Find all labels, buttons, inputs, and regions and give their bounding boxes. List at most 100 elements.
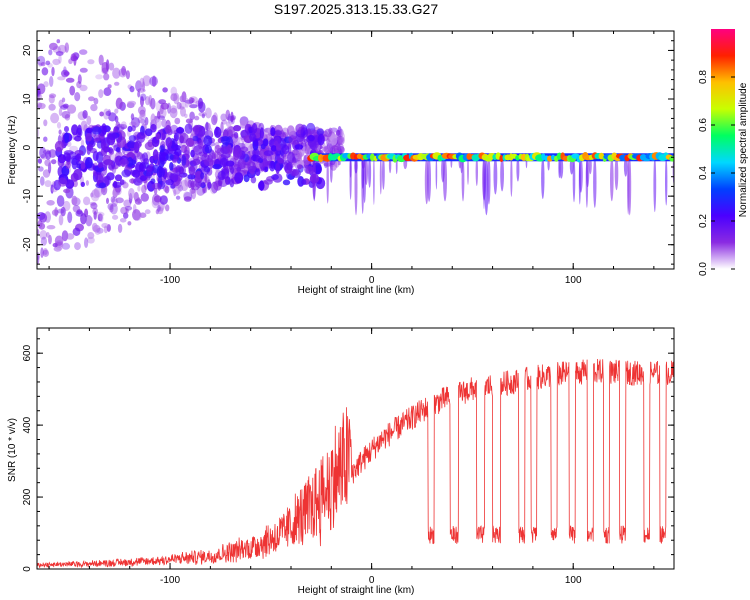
spectrogram-noise-blob: [232, 135, 241, 146]
spectrogram-band-blob: [263, 150, 274, 157]
spectrogram-noise-blob: [61, 230, 69, 242]
spectrogram-noise-blob: [103, 225, 108, 234]
spectrogram-noise-blob: [45, 60, 51, 66]
spectrogram-band-blob: [229, 178, 235, 188]
spectrogram-noise-blob: [226, 125, 235, 134]
spectrogram-noise-blob: [87, 232, 95, 240]
spectrogram-band-blob: [251, 154, 261, 162]
spectrogram-band-blob: [145, 166, 154, 172]
spectrogram-noise-blob: [112, 67, 121, 79]
spectrogram-noise-blob: [83, 196, 91, 206]
spectrogram-noise-blob: [109, 204, 114, 213]
y-tick-label: 10: [22, 93, 33, 105]
spectrogram-noise-blob: [110, 196, 116, 203]
spectrogram-noise-blob: [95, 74, 103, 80]
spectrogram-band-blob: [91, 126, 102, 135]
spectrogram-band-blob: [126, 156, 134, 168]
spectrogram-noise-blob: [114, 115, 119, 123]
spectrogram-noise-blob: [220, 113, 227, 122]
spectrogram-noise-blob: [90, 104, 98, 112]
spectrogram-noise-blob: [330, 133, 338, 146]
spectrogram-smear: [312, 156, 316, 202]
spectrogram-band-blob: [204, 145, 212, 154]
spectrogram-band-blob: [271, 174, 279, 181]
spectrogram-noise-blob: [180, 144, 188, 154]
snr-series-line: [37, 358, 674, 569]
spectrogram-noise-blob: [87, 59, 95, 65]
spectrogram-band-blob: [192, 135, 199, 142]
spectrogram-band-blob: [127, 125, 133, 133]
snr-background: [37, 328, 674, 569]
spectrogram-noise-blob: [80, 120, 88, 131]
spectrogram-smear: [461, 156, 465, 202]
spectrogram-frame: [36, 30, 675, 270]
spectrogram-noise-blob: [48, 49, 53, 56]
spectrogram-band-blob: [233, 125, 242, 132]
spectrogram-noise-blob: [82, 110, 88, 119]
spectrogram-band-blob: [247, 161, 256, 174]
spectrogram-band-blob: [165, 137, 173, 148]
spectrogram-noise-blob: [48, 234, 52, 245]
spectrogram-noise-blob: [37, 102, 43, 109]
spectrogram-noise-blob: [132, 209, 141, 221]
spectrogram-band-blob: [230, 165, 235, 174]
spectrogram-noise-blob: [115, 97, 123, 110]
spectrogram-band-blob: [114, 174, 123, 182]
spectrogram-band-blob: [316, 128, 324, 136]
spectrogram-band-blob: [273, 136, 281, 147]
spectrogram-band-blob: [133, 141, 140, 154]
spectrogram-smear: [368, 156, 372, 188]
spectrogram-band-blob: [288, 135, 297, 145]
spectrogram-band-blob: [233, 132, 239, 139]
spectrogram-noise-blob: [98, 89, 104, 99]
spectrogram-noise-blob: [87, 216, 93, 223]
spectrogram-noise-blob: [54, 207, 58, 217]
spectrogram-noise-blob: [225, 109, 231, 121]
spectrogram-noise-blob: [79, 84, 88, 92]
spectrogram-noise-blob: [71, 195, 78, 206]
spectrogram-band-blob: [115, 147, 121, 153]
spectrogram-noise-blob: [107, 84, 112, 89]
spectrogram-noise-blob: [214, 144, 222, 154]
spectrogram-noise-blob: [64, 42, 70, 53]
spectrogram-band-blob: [264, 166, 269, 172]
spectrogram-noise-blob: [119, 218, 127, 223]
colorbar-label: Normalized spectral amplitude: [738, 82, 749, 217]
spectrogram-band-blob: [119, 159, 129, 167]
spectrogram-noise-blob: [140, 96, 144, 107]
spectrogram-band-blob: [253, 139, 259, 147]
spectrogram-noise-blob: [286, 125, 295, 137]
spectrogram-y-ticks: 20 10 0 -10 -20: [22, 30, 674, 265]
spectrogram-noise-blob: [61, 242, 71, 250]
spectrogram-band-blob: [198, 139, 204, 150]
spectrogram-noise-blob: [225, 121, 232, 127]
y-tick-label: 20: [22, 44, 33, 56]
y-tick-label: 600: [22, 344, 33, 361]
spectrogram-noise-blob: [220, 121, 224, 133]
spectrogram-noise-blob: [92, 224, 101, 233]
spectrogram-noise-blob: [98, 54, 104, 66]
spectrogram-smear: [578, 156, 581, 205]
spectrogram-band-blob: [291, 169, 300, 176]
spectrogram-band-blob: [276, 153, 285, 165]
spectrogram-band-blob: [212, 163, 223, 170]
spectrogram-noise-blob: [185, 118, 193, 124]
spectrogram-band-blob: [234, 172, 244, 184]
spectrogram-noise-blob: [99, 111, 104, 117]
spectrogram-noise-blob: [73, 53, 77, 66]
spectrogram-noise-blob: [323, 145, 329, 154]
spectrogram-noise-blob: [108, 62, 115, 71]
spectrogram-band-blob: [219, 157, 228, 168]
spectrogram-band-blob: [282, 179, 291, 186]
spectrogram-noise-blob: [41, 67, 49, 76]
spectrogram-noise-blob: [288, 127, 296, 135]
x-tick-label: -100: [160, 575, 180, 586]
spectrogram-band-blob: [54, 140, 64, 152]
spectrogram-smear: [593, 156, 597, 208]
spectrogram-band-blob: [225, 160, 235, 167]
x-tick-label: -100: [160, 275, 180, 286]
spectrogram-noise-blob: [38, 222, 46, 230]
spectrogram-noise-blob: [84, 237, 89, 248]
colorbar-ticks: 0.0 0.2 0.4 0.6 0.8: [698, 70, 735, 276]
